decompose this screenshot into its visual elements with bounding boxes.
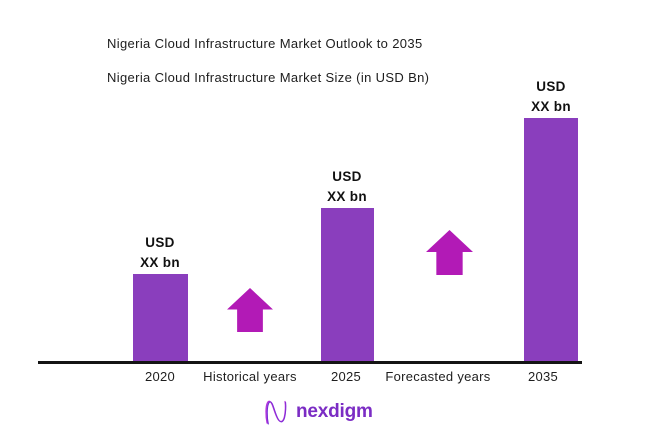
bar-value-label-2020: USD XX bn [115,233,205,273]
bar-2035 [524,118,578,361]
x-label-historical-years: Historical years [203,369,297,384]
chart-title: Nigeria Cloud Infrastructure Market Outl… [107,36,423,51]
bar-2025 [321,208,374,361]
bar-2020 [133,274,188,361]
nexdigm-logo-text: nexdigm [296,401,373,422]
x-axis-line [38,361,582,364]
x-tick-2020: 2020 [144,369,176,384]
growth-arrow-icon [426,230,473,275]
growth-arrow-icon [227,288,273,332]
x-label-forecasted-years: Forecasted years [385,369,491,384]
bar-value-line1: USD [332,169,362,184]
nexdigm-logo-icon [262,397,290,427]
x-tick-2025: 2025 [330,369,362,384]
bar-value-line2: XX bn [531,99,571,114]
bar-value-line1: USD [145,235,175,250]
bar-value-line2: XX bn [140,255,180,270]
bar-value-line1: USD [536,79,566,94]
nexdigm-logo: nexdigm [262,397,373,427]
bar-value-line2: XX bn [327,189,367,204]
bar-value-label-2035: USD XX bn [506,77,596,117]
x-tick-2035: 2035 [527,369,559,384]
chart-subtitle: Nigeria Cloud Infrastructure Market Size… [107,70,430,85]
bar-value-label-2025: USD XX bn [302,167,392,207]
